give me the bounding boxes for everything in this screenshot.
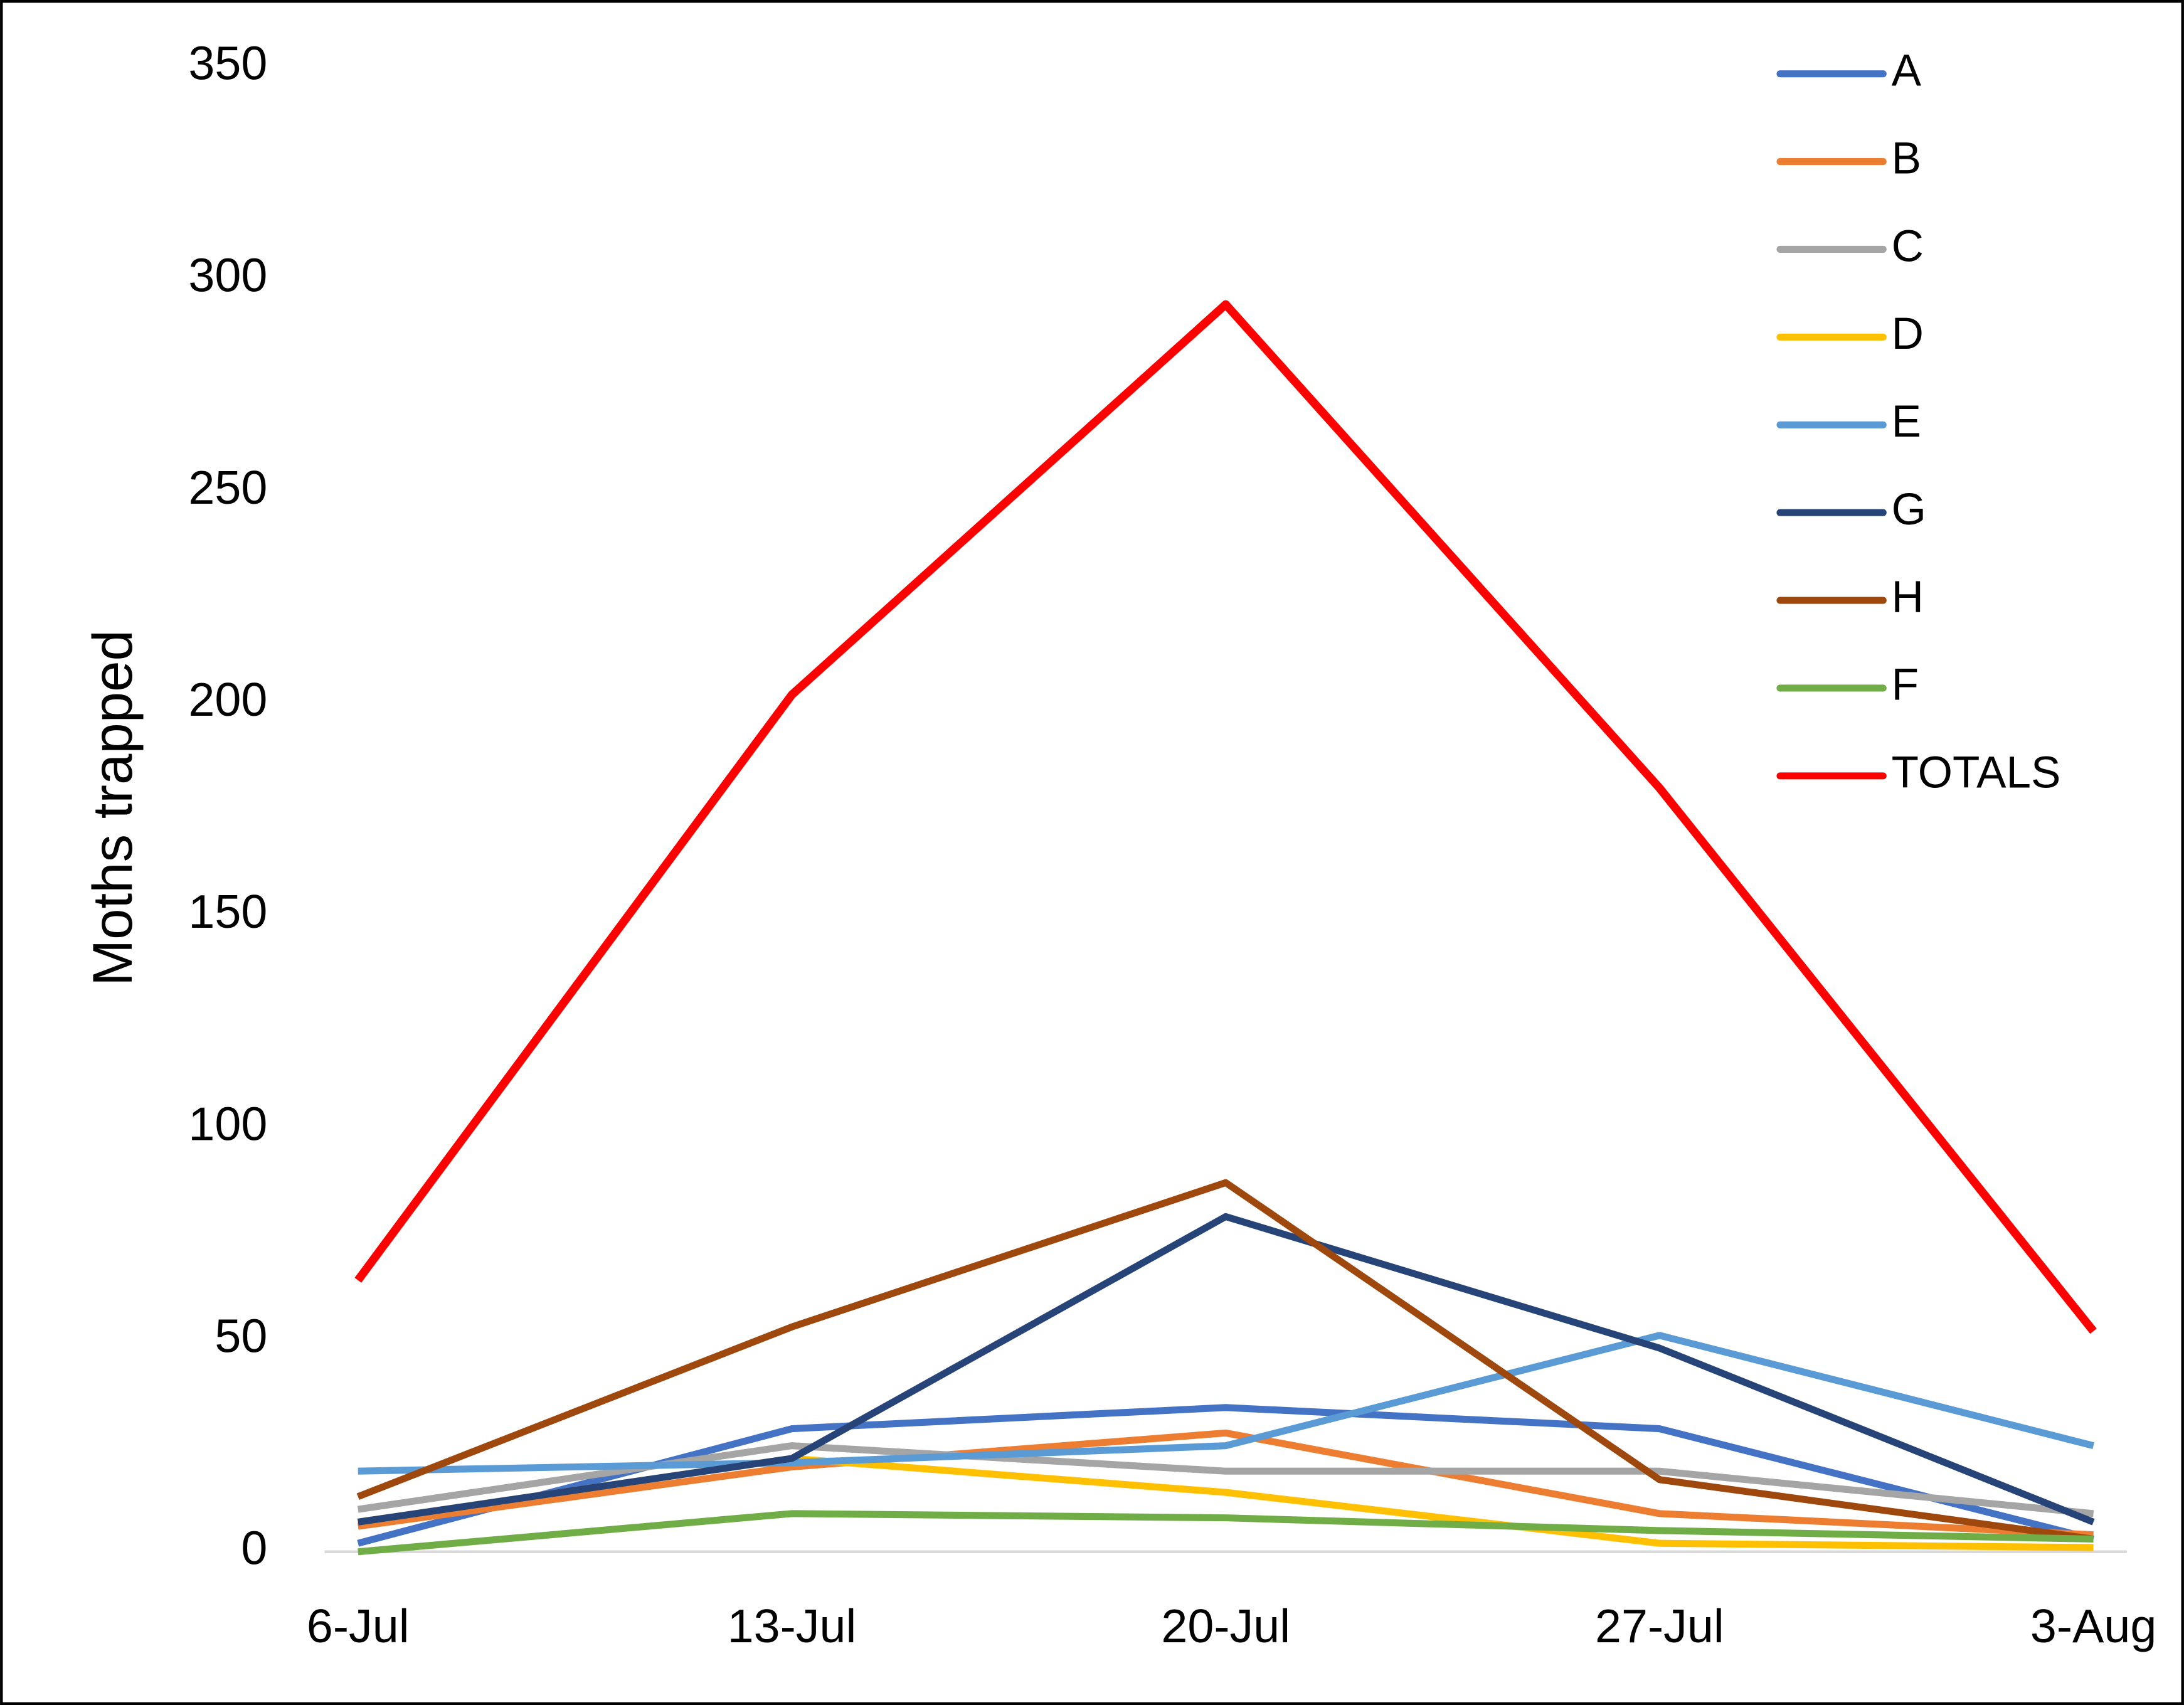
series-line: [357, 1213, 2095, 1526]
y-axis-title: Moths trapped: [82, 630, 144, 986]
y-tick-label: 0: [241, 1522, 267, 1575]
series-line: [358, 1510, 2094, 1556]
y-tick-label: 100: [188, 1097, 267, 1150]
series-line: [354, 300, 2097, 1334]
y-tick-label: 150: [188, 885, 267, 938]
legend-label: B: [1892, 134, 1921, 183]
legend-label: D: [1892, 309, 1924, 359]
legend-label: G: [1892, 485, 1926, 534]
legend-label: TOTALS: [1892, 748, 2061, 798]
legend-label: A: [1892, 46, 1922, 95]
x-tick-label: 6-Jul: [307, 1600, 410, 1652]
legend-label: H: [1892, 573, 1924, 622]
y-tick-label: 300: [188, 249, 267, 302]
y-tick-label: 50: [215, 1310, 267, 1362]
y-tick-label: 250: [188, 461, 267, 514]
legend-label: F: [1892, 661, 1919, 710]
series-line: [358, 1332, 2094, 1475]
series-line: [356, 1179, 2094, 1543]
legend-label: C: [1892, 221, 1924, 271]
x-tick-label: 13-Jul: [728, 1600, 857, 1652]
x-tick-label: 3-Aug: [2030, 1600, 2156, 1652]
legend-label: E: [1892, 397, 1921, 447]
series-line: [357, 1429, 2094, 1539]
y-tick-label: 350: [188, 37, 267, 90]
x-tick-label: 20-Jul: [1161, 1600, 1290, 1652]
y-tick-label: 200: [188, 673, 267, 726]
x-tick-label: 27-Jul: [1595, 1600, 1724, 1652]
